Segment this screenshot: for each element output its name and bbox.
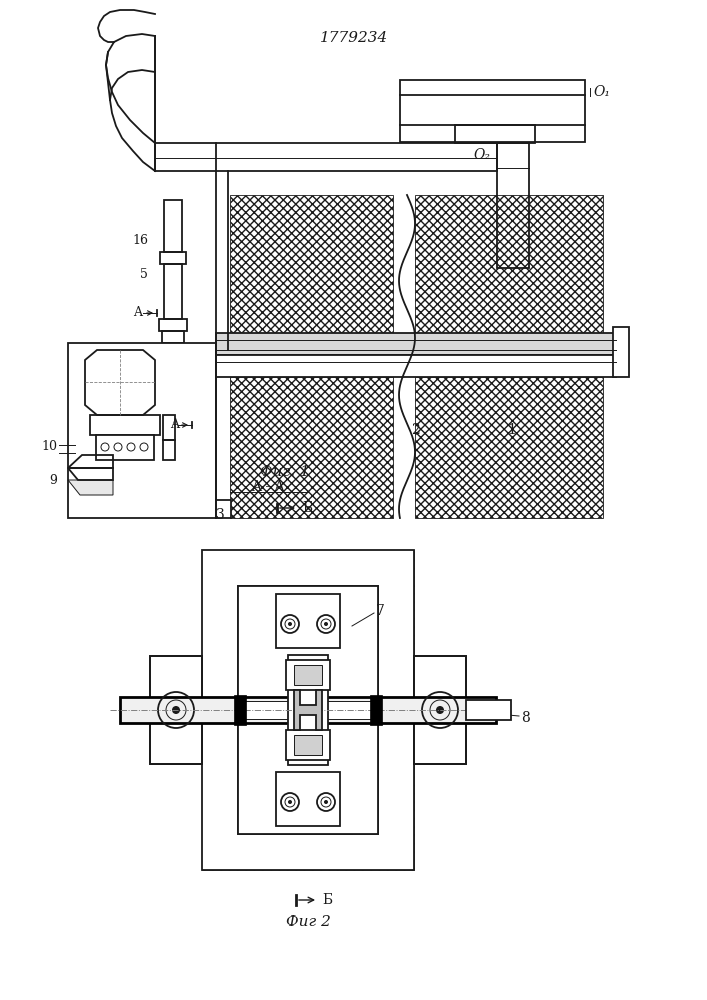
Text: 16: 16 xyxy=(132,233,148,246)
Circle shape xyxy=(436,706,444,714)
Text: O₁: O₁ xyxy=(593,85,610,99)
Circle shape xyxy=(324,800,328,804)
Bar xyxy=(96,435,154,460)
Bar xyxy=(415,195,603,333)
Bar xyxy=(164,200,182,252)
Text: A - A: A - A xyxy=(251,480,285,494)
Circle shape xyxy=(288,622,292,626)
Text: 1: 1 xyxy=(508,423,516,437)
Text: 9: 9 xyxy=(49,474,57,487)
Polygon shape xyxy=(294,690,322,730)
Bar xyxy=(160,252,186,264)
Text: Б: Б xyxy=(302,501,312,515)
Bar xyxy=(455,125,535,143)
Text: 8: 8 xyxy=(521,711,530,725)
Polygon shape xyxy=(68,480,113,495)
Bar xyxy=(216,500,231,518)
Bar xyxy=(150,656,202,764)
Bar xyxy=(264,764,352,834)
Bar xyxy=(414,656,466,764)
Bar xyxy=(216,333,616,355)
Bar xyxy=(370,695,382,725)
Bar xyxy=(234,695,246,725)
Bar xyxy=(497,143,529,268)
Bar xyxy=(150,656,202,764)
Bar xyxy=(150,656,202,764)
Bar xyxy=(238,586,378,834)
Bar xyxy=(120,697,496,723)
Bar xyxy=(466,700,511,720)
Text: 1779234: 1779234 xyxy=(320,31,388,45)
Bar xyxy=(238,701,378,719)
Bar xyxy=(286,660,330,690)
Bar xyxy=(159,319,187,331)
Bar xyxy=(230,195,393,333)
Bar xyxy=(400,80,585,142)
Bar xyxy=(378,586,414,834)
Text: 2: 2 xyxy=(411,423,419,437)
Text: 7: 7 xyxy=(376,604,385,618)
Bar xyxy=(155,143,497,171)
Bar xyxy=(162,331,184,343)
Bar xyxy=(288,655,328,765)
Circle shape xyxy=(324,622,328,626)
Text: Фиг. 1: Фиг. 1 xyxy=(260,465,310,479)
Text: A: A xyxy=(170,418,180,432)
Bar xyxy=(202,550,414,870)
Bar xyxy=(276,772,340,826)
Circle shape xyxy=(288,800,292,804)
Bar xyxy=(415,377,603,518)
Bar xyxy=(164,264,182,319)
Text: Б: Б xyxy=(322,893,332,907)
Bar xyxy=(202,550,414,586)
Bar xyxy=(294,735,322,755)
Bar xyxy=(163,440,175,460)
Bar xyxy=(230,377,393,518)
Text: A: A xyxy=(134,306,143,320)
Bar xyxy=(90,415,160,435)
Text: 10: 10 xyxy=(41,440,57,454)
Bar xyxy=(414,656,466,764)
Text: 5: 5 xyxy=(140,268,148,282)
Text: 3: 3 xyxy=(216,508,224,522)
Bar xyxy=(414,656,466,764)
Circle shape xyxy=(172,706,180,714)
Text: O₂: O₂ xyxy=(473,148,490,162)
Bar xyxy=(276,594,340,648)
Bar xyxy=(202,834,414,870)
Bar xyxy=(68,343,216,518)
Bar xyxy=(238,586,378,834)
Bar xyxy=(216,355,616,377)
Bar xyxy=(163,415,175,440)
Bar xyxy=(202,586,238,834)
Text: Фиг 2: Фиг 2 xyxy=(286,915,330,929)
Bar xyxy=(264,764,352,834)
Bar xyxy=(294,665,322,685)
Bar xyxy=(264,586,352,656)
Bar xyxy=(286,730,330,760)
Bar xyxy=(613,327,629,377)
Bar xyxy=(264,586,352,656)
Bar xyxy=(238,586,378,834)
